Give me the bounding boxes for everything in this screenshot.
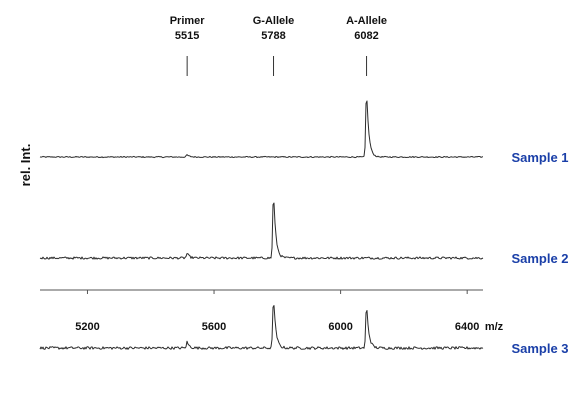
legend-label-sample-1: Sample 1	[511, 150, 568, 165]
x-axis-label: m/z	[485, 321, 504, 333]
trace-sample-1	[39, 100, 484, 159]
x-tick-label-5200: 5200	[75, 321, 99, 333]
peak-annotation-name-3: A-Allele	[346, 15, 387, 27]
peak-annotation-mz-1: 5515	[175, 30, 199, 42]
trace-sample-2	[39, 202, 484, 260]
peak-annotation-mz-3: 6082	[354, 30, 378, 42]
peak-annotation-name-1: Primer	[170, 15, 206, 27]
y-axis-label: rel. Int.	[18, 144, 33, 187]
peak-annotation-name-2: G-Allele	[253, 15, 295, 27]
spectrum-traces	[39, 100, 484, 350]
peak-annotation-mz-2: 5788	[261, 30, 285, 42]
x-axis-ticks: 5200 5600 6000 6400	[75, 290, 479, 333]
trace-sample-3	[39, 305, 484, 350]
x-tick-label-6000: 6000	[328, 321, 352, 333]
x-tick-label-5600: 5600	[202, 321, 226, 333]
sample-labels: Sample 1 Sample 2 Sample 3	[511, 150, 568, 356]
x-tick-label-6400: 6400	[455, 321, 479, 333]
peak-annotations: Primer 5515 G-Allele 5788 A-Allele 6082	[170, 15, 387, 76]
legend-label-sample-2: Sample 2	[511, 251, 568, 266]
legend-label-sample-3: Sample 3	[511, 341, 568, 356]
